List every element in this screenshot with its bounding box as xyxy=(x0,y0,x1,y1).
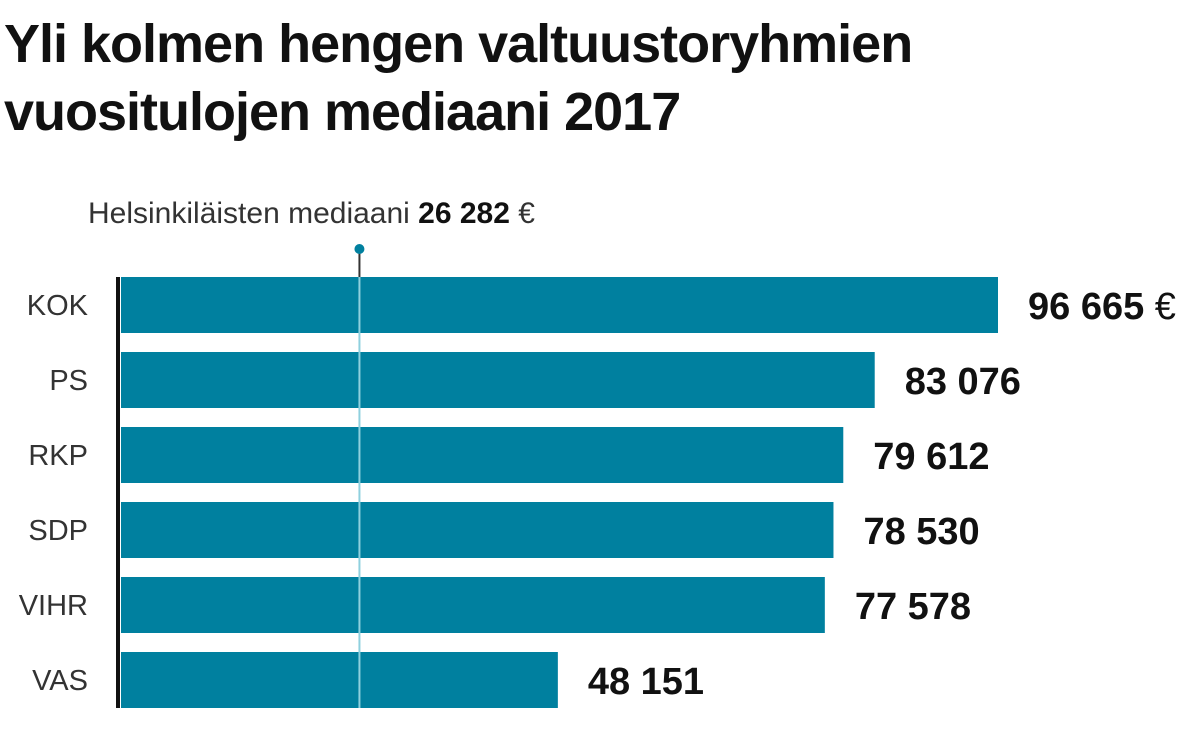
category-label: RKP xyxy=(28,440,88,472)
bar-sdp xyxy=(121,502,834,558)
bar-kok xyxy=(121,277,998,333)
value-label: 78 530 xyxy=(863,511,979,553)
labels-group: KOK 96 665 € PS 83 076 RKP 79 612 SDP 78 530 VIH… xyxy=(19,197,1176,703)
value-unit: € xyxy=(1144,286,1176,328)
reference-marker xyxy=(354,244,365,254)
bar-ps xyxy=(121,352,875,408)
reference-label-text: Helsinkiläisten mediaani xyxy=(88,197,418,230)
category-label: VIHR xyxy=(19,590,88,622)
value-label: 83 076 xyxy=(905,361,1021,403)
bars-group xyxy=(121,277,998,708)
reference-unit: € xyxy=(510,197,535,230)
category-label: PS xyxy=(49,365,88,397)
reference-label: Helsinkiläisten mediaani 26 282 € xyxy=(88,197,535,230)
category-label: KOK xyxy=(27,290,89,322)
value-label: 96 665 € xyxy=(1028,286,1176,328)
bar-rkp xyxy=(121,427,844,483)
value-label: 79 612 xyxy=(873,436,989,478)
value-label: 48 151 xyxy=(588,661,704,703)
chart-title: Yli kolmen hengen valtuustoryhmien vuosi… xyxy=(4,14,913,142)
category-label: VAS xyxy=(32,665,88,697)
value-label: 77 578 xyxy=(855,586,971,628)
reference-value: 26 282 xyxy=(418,197,510,230)
bar-vihr xyxy=(121,577,825,633)
bar-vas xyxy=(121,652,558,708)
category-label: SDP xyxy=(28,515,88,547)
reference-group xyxy=(354,244,365,708)
